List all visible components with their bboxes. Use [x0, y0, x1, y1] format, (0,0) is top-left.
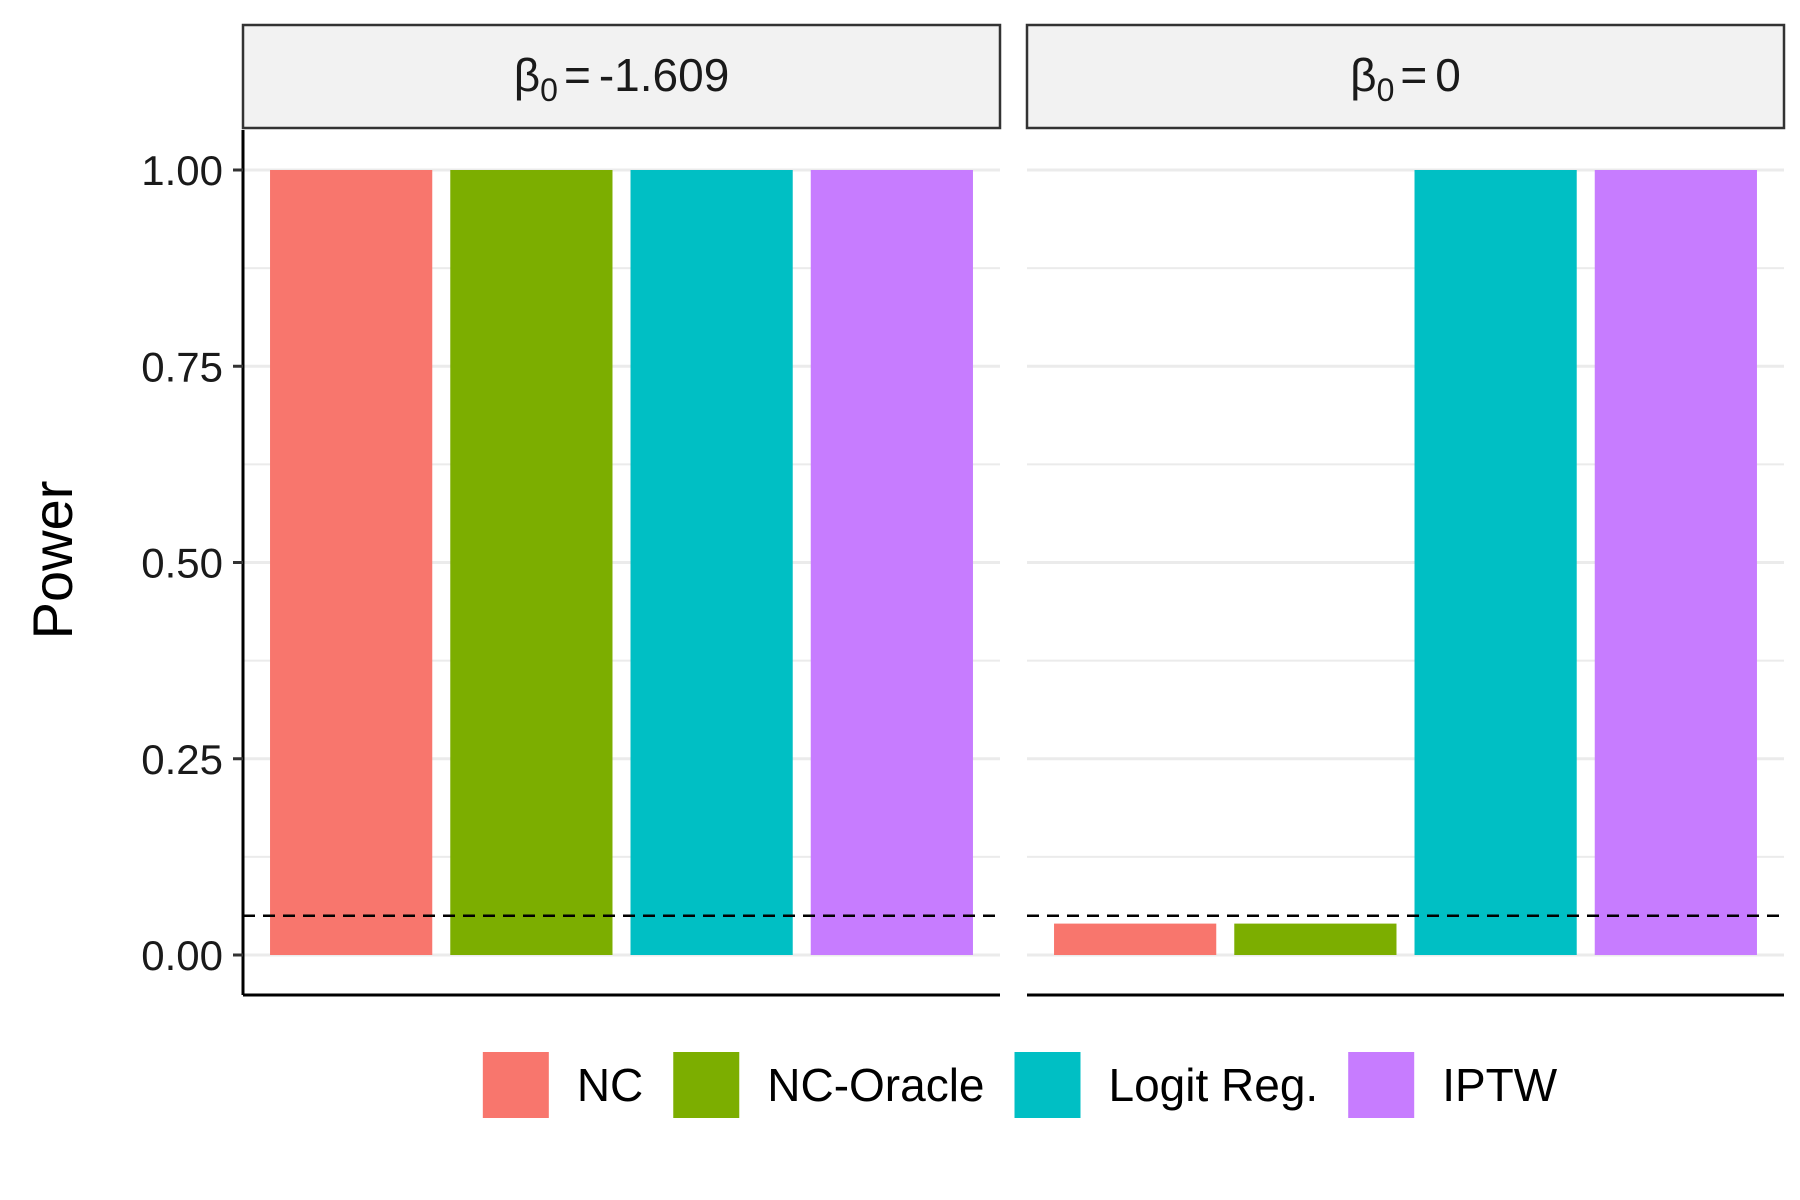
y-tick-label: 0.75: [141, 343, 223, 390]
bar-iptw-panel-2: [1594, 170, 1757, 955]
legend-label-iptw: IPTW: [1442, 1059, 1558, 1111]
strip-value: -1.609: [599, 49, 729, 101]
strip-subscript: 0: [540, 72, 558, 108]
bar-nc-oracle-panel-1: [450, 170, 613, 955]
y-tick-label: 0.50: [141, 540, 223, 587]
bar-nc-panel-2: [1054, 923, 1217, 955]
bar-iptw-panel-1: [810, 170, 973, 955]
bar-nc-panel-1: [270, 170, 433, 955]
y-tick-label: 0.00: [141, 932, 223, 979]
strip-symbol: β: [1350, 49, 1376, 101]
bar-logit-reg--panel-1: [630, 170, 793, 955]
facet-strip: [1025, 23, 1786, 130]
legend-swatch-logit-reg-: [1014, 1052, 1081, 1118]
legend-swatch-iptw: [1348, 1052, 1415, 1118]
strip-symbol: β: [514, 49, 540, 101]
legend-label-nc: NC: [577, 1059, 643, 1111]
legend-swatch-nc-oracle: [673, 1052, 740, 1118]
facet-panels: β0 = -1.609 β0 = 00.000.250.500.751.00: [141, 23, 1786, 997]
strip-equals: =: [1400, 49, 1427, 101]
facet-panel-1: β0 = -1.609: [241, 23, 1002, 997]
legend-label-logit-reg-: Logit Reg.: [1109, 1059, 1319, 1111]
legend-label-nc-oracle: NC-Oracle: [767, 1059, 984, 1111]
strip-value: 0: [1435, 49, 1461, 101]
y-tick-label: 0.25: [141, 736, 223, 783]
facet-strip-label: β0 = -1.609: [514, 49, 730, 108]
y-axis-title: Power: [21, 481, 84, 640]
y-tick-label: 1.00: [141, 147, 223, 194]
facet-strip-label: β0 = 0: [1350, 49, 1461, 108]
bar-nc-oracle-panel-2: [1234, 923, 1397, 955]
legend: NC NC-Oracle Logit Reg. IPTW: [482, 1052, 1558, 1118]
legend-swatch-nc: [482, 1052, 549, 1118]
facet-strip: [241, 23, 1002, 130]
strip-equals: =: [564, 49, 591, 101]
strip-subscript: 0: [1377, 72, 1395, 108]
bar-logit-reg--panel-2: [1414, 170, 1577, 955]
facet-panel-2: β0 = 0: [1025, 23, 1786, 997]
